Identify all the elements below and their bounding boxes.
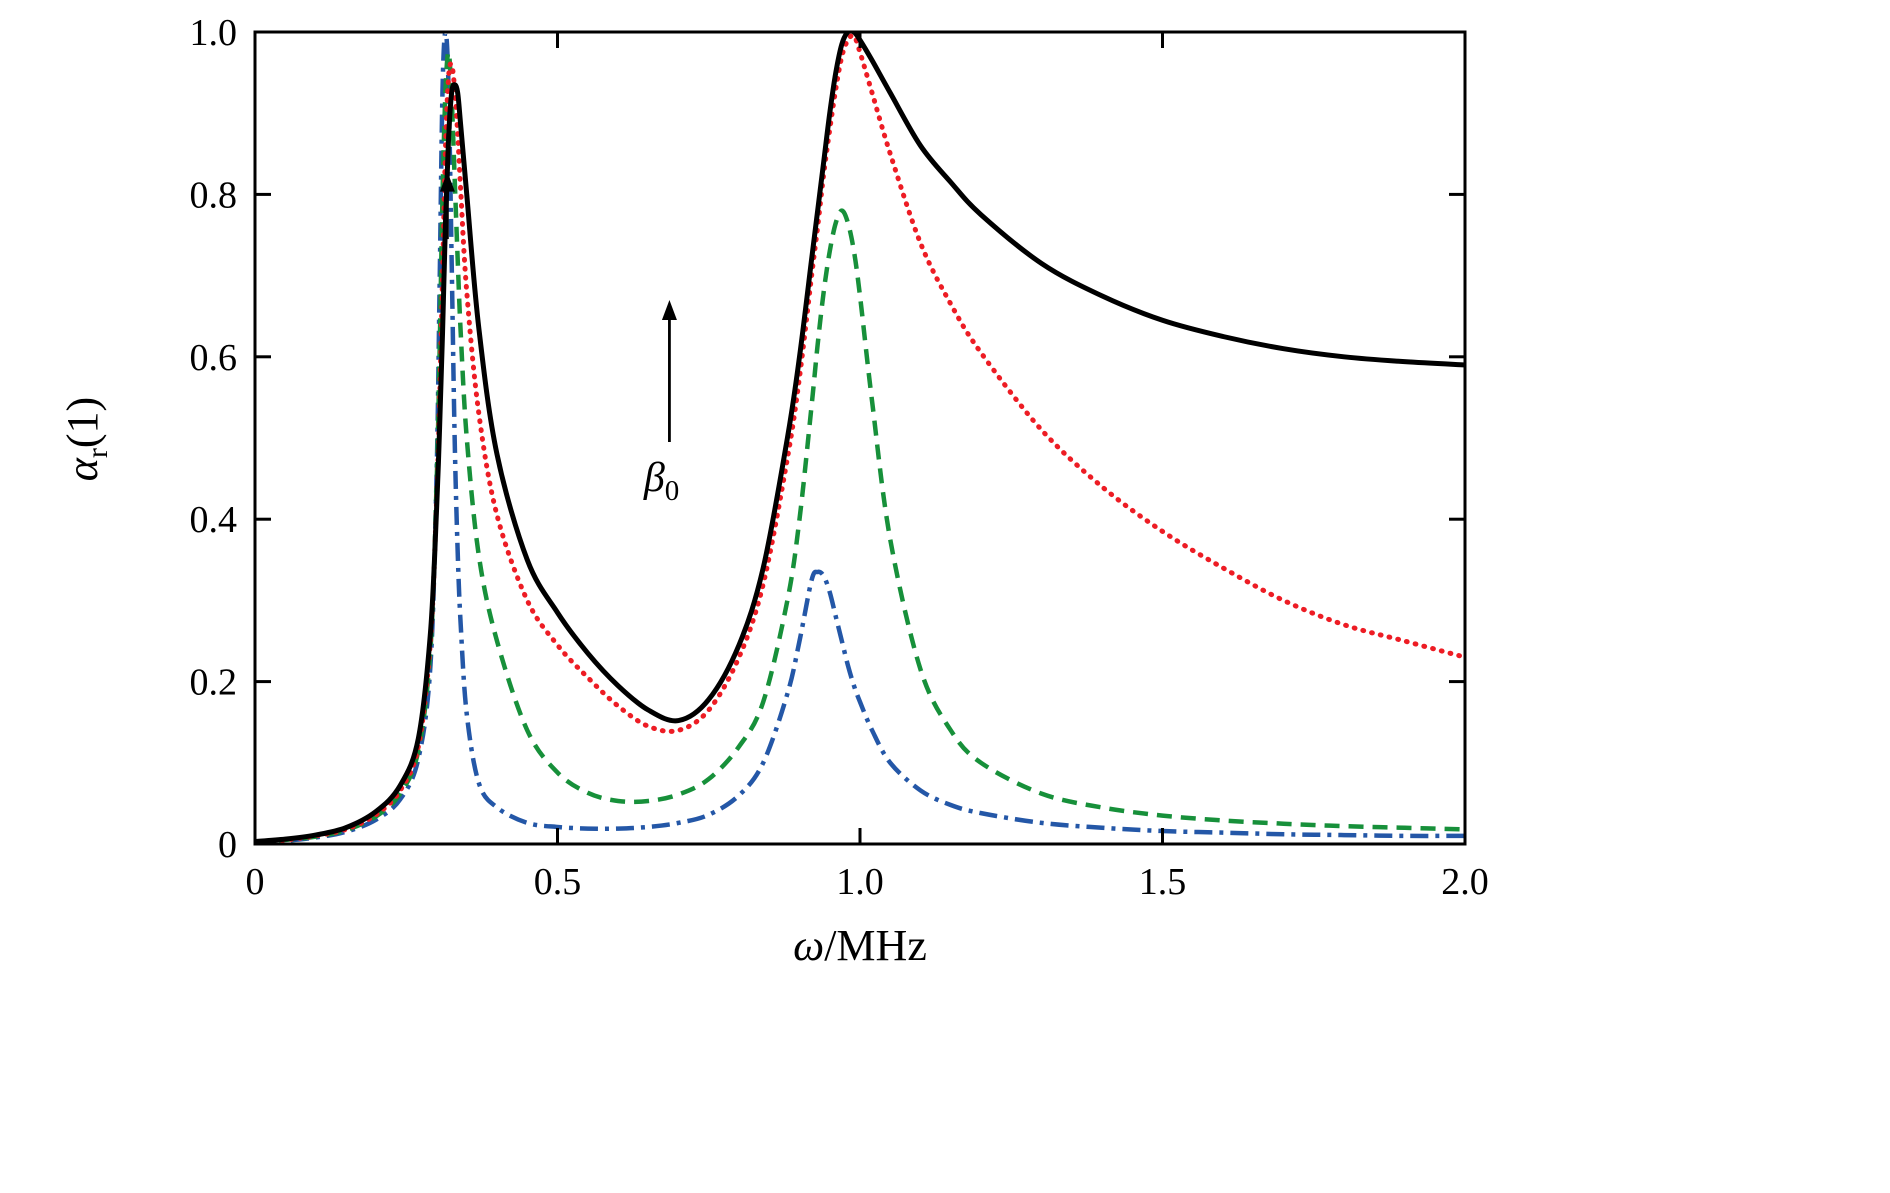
curves-group: [255, 32, 1465, 844]
curve-beta0-level-1-blue-dashdot: [255, 32, 1465, 844]
y-tick-label: 0.6: [190, 337, 238, 379]
curve-beta0-level-4-black-solid: [255, 32, 1465, 844]
y-axis-label: αr(1): [56, 344, 114, 534]
first-peak-arrow-head: [439, 171, 455, 192]
x-tick-label: 0: [246, 861, 265, 903]
x-tick-label: 1.5: [1139, 861, 1187, 903]
x-axis-label: ω/MHz: [255, 920, 1465, 971]
x-tick-label: 0.5: [534, 861, 582, 903]
y-label-subscript: r: [80, 448, 114, 459]
y-tick-label: 0.4: [190, 499, 238, 541]
y-tick-label: 0.8: [190, 174, 238, 216]
y-tick-label: 0.2: [190, 662, 238, 704]
beta0-direction-arrow-head: [661, 299, 677, 320]
y-label-suffix: (1): [58, 396, 107, 449]
curve-beta0-level-2-green-dashed: [255, 50, 1465, 844]
x-tick-label: 2.0: [1441, 861, 1489, 903]
x-tick-label: 1.0: [836, 861, 884, 903]
y-tick-label: 1.0: [190, 12, 238, 54]
x-label-symbol: ω: [793, 921, 825, 970]
x-label-suffix: /MHz: [824, 921, 927, 970]
beta0-annotation-label: β0: [643, 455, 679, 507]
y-tick-label: 0: [218, 824, 237, 866]
y-label-symbol: α: [58, 458, 107, 482]
